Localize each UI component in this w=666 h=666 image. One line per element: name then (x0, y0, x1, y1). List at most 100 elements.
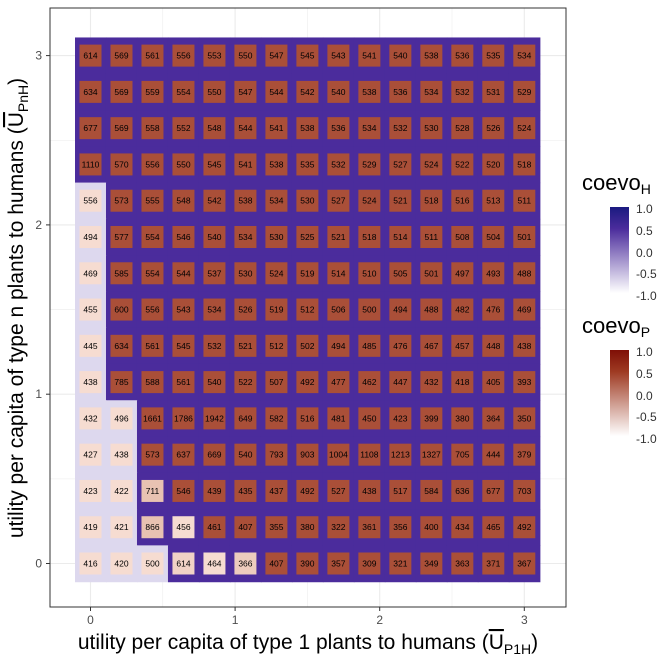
coevo-p-tile (296, 189, 319, 212)
cell-value-label: 1213 (391, 450, 410, 460)
coevo-p-tile (172, 334, 195, 357)
coevo-p-tile (79, 443, 102, 466)
coevo-p-tile (513, 298, 536, 321)
cell-value-label: 405 (486, 377, 500, 387)
coevo-p-tile (420, 117, 443, 140)
cell-value-label: 511 (518, 196, 532, 206)
cell-value-label: 513 (486, 196, 500, 206)
cell-value-label: 524 (424, 159, 438, 169)
coevo-p-tile (358, 298, 381, 321)
coevo-p-tile (327, 189, 350, 212)
coevo-p-tile (265, 225, 288, 248)
cell-value-label: 514 (331, 268, 345, 278)
cell-value-label: 467 (424, 341, 438, 351)
cell-value-label: 584 (424, 486, 438, 496)
coevo-p-tile (265, 117, 288, 140)
coevo-p-tile (110, 262, 133, 285)
legend-p-tick: 0.5 (636, 367, 653, 381)
cell-value-label: 477 (331, 377, 345, 387)
coevo-p-tile (327, 407, 350, 430)
cell-value-label: 527 (331, 486, 345, 496)
cell-value-label: 521 (393, 196, 407, 206)
coevo-p-tile (451, 189, 474, 212)
coevo-p-tile (327, 371, 350, 394)
cell-value-label: 544 (269, 87, 283, 97)
cell-value-label: 532 (207, 341, 221, 351)
coevo-p-tile (389, 153, 412, 176)
cell-value-label: 553 (207, 51, 221, 61)
cell-value-label: 550 (207, 87, 221, 97)
coevo-p-tile (451, 44, 474, 67)
coevo-p-tile (296, 80, 319, 103)
cell-value-label: 634 (114, 341, 128, 351)
cell-value-label: 462 (362, 377, 376, 387)
legend-h-colorbar (610, 207, 629, 293)
coevo-p-tile (79, 552, 102, 575)
coevo-p-tile (234, 80, 257, 103)
cell-value-label: 705 (455, 450, 469, 460)
cell-value-label: 500 (362, 305, 376, 315)
cell-value-label: 469 (517, 305, 531, 315)
cell-value-label: 525 (300, 232, 314, 242)
coevo-p-tile (110, 153, 133, 176)
legend-h-tick: 0.0 (636, 246, 653, 260)
coevo-p-tile (327, 225, 350, 248)
cell-value-label: 423 (83, 486, 97, 496)
cell-value-label: 521 (331, 232, 345, 242)
panel-border (49, 7, 567, 608)
coevo-p-tile (327, 44, 350, 67)
coevo-p-tile (141, 479, 164, 502)
cell-value-label: 380 (300, 522, 314, 532)
coevo-p-tile (265, 371, 288, 394)
coevo-p-tile (110, 552, 133, 575)
cell-value-label: 438 (362, 486, 376, 496)
cell-value-label: 569 (114, 51, 128, 61)
cell-value-label: 367 (517, 559, 531, 569)
coevo-p-tile (234, 225, 257, 248)
cell-value-label: 364 (486, 413, 500, 423)
cell-value-label: 511 (425, 232, 439, 242)
cell-value-label: 438 (83, 377, 97, 387)
coevo-p-tile (513, 479, 536, 502)
coevo-p-tile (234, 552, 257, 575)
coevo-p-tile (358, 552, 381, 575)
coevo-p-tile (420, 334, 443, 357)
coevo-p-tile (203, 44, 226, 67)
cell-value-label: 534 (269, 196, 283, 206)
coevo-p-tile (203, 189, 226, 212)
coevo-p-tile (358, 443, 381, 466)
cell-value-label: 444 (486, 450, 500, 460)
cell-value-label: 547 (238, 87, 252, 97)
cell-value-label: 1786 (174, 413, 193, 423)
cell-value-label: 357 (331, 559, 345, 569)
coevo-p-tile (296, 552, 319, 575)
cell-value-label: 543 (176, 305, 190, 315)
cell-value-label: 494 (331, 341, 345, 351)
cell-value-label: 497 (455, 268, 469, 278)
cell-value-label: 418 (455, 377, 469, 387)
y-tick-label: 0 (35, 557, 42, 571)
cell-value-label: 573 (114, 196, 128, 206)
cell-value-label: 527 (393, 159, 407, 169)
cell-value-label: 1327 (422, 450, 441, 460)
cell-value-label: 546 (176, 486, 190, 496)
y-axis-ticks: 0 1 2 3 (35, 49, 50, 571)
coevo-p-tile (513, 334, 536, 357)
cell-value-label: 537 (207, 268, 221, 278)
coevo-p-tile (296, 225, 319, 248)
cell-value-label: 527 (331, 196, 345, 206)
cell-value-label: 532 (393, 123, 407, 133)
cell-value-label: 434 (455, 522, 469, 532)
coevo-p-tile (172, 189, 195, 212)
cell-value-label: 636 (455, 486, 469, 496)
cell-value-label: 522 (238, 377, 252, 387)
cell-value-label: 547 (269, 51, 283, 61)
cell-value-label: 519 (269, 305, 283, 315)
cell-value-label: 903 (300, 450, 314, 460)
cell-value-label: 548 (207, 123, 221, 133)
coevo-p-tile (141, 371, 164, 394)
cell-value-label: 508 (455, 232, 469, 242)
legend-p-tick: -1.0 (636, 432, 657, 446)
coevo-p-tile (234, 117, 257, 140)
cell-value-label: 309 (362, 559, 376, 569)
